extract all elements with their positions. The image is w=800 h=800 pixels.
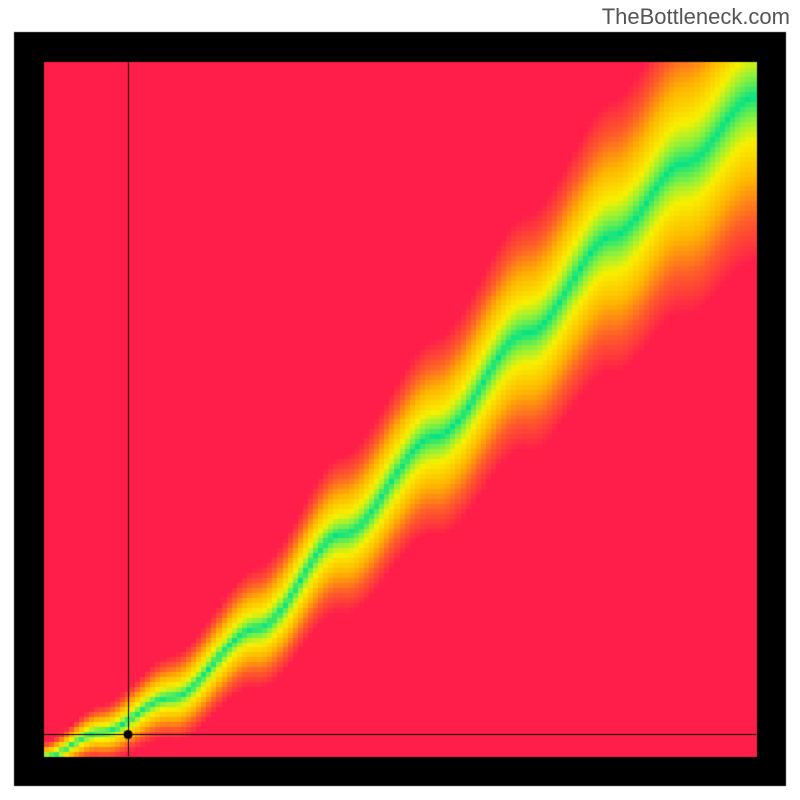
attribution-label: TheBottleneck.com bbox=[600, 4, 792, 30]
bottleneck-heatmap bbox=[0, 0, 800, 800]
chart-container: TheBottleneck.com bbox=[0, 0, 800, 800]
